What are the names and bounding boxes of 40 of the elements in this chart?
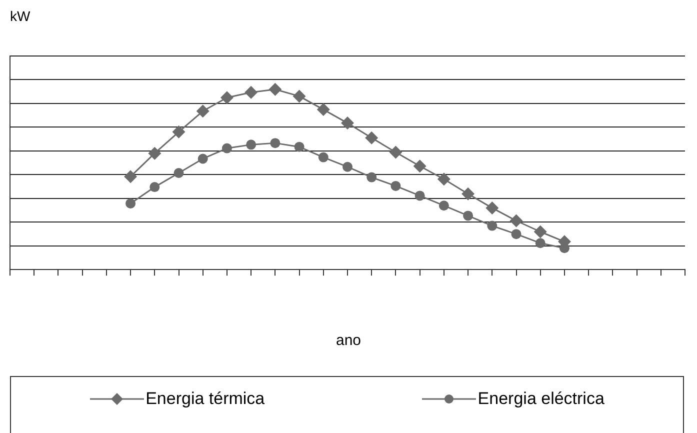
point [270,138,280,148]
point [294,142,304,152]
point [510,214,523,228]
point [511,229,522,240]
point [438,200,449,211]
point [463,210,474,221]
point [390,180,401,191]
point [244,86,258,99]
point [413,160,426,173]
point [414,190,425,201]
point [341,116,354,130]
point [342,162,352,172]
point [365,131,378,144]
point [366,172,377,182]
point [389,146,402,159]
point [486,201,499,214]
point [535,238,546,248]
point [292,90,306,103]
point [318,152,328,162]
point [222,143,232,154]
y-axis-title: kW [10,8,30,24]
legend-label: Energia eléctrica [478,389,604,409]
point [126,198,136,208]
point [462,187,475,200]
point [316,103,330,116]
point [124,170,138,184]
point [172,125,186,138]
point [220,91,234,104]
point [246,140,256,150]
point [268,82,282,96]
point [534,225,547,238]
x-axis-title: ano [334,332,362,349]
point [198,154,208,164]
point [148,146,162,160]
point [150,182,160,192]
point [174,168,184,178]
point [196,104,210,118]
legend-label: Energia térmica [146,389,265,409]
point [487,220,498,231]
point [437,172,450,186]
